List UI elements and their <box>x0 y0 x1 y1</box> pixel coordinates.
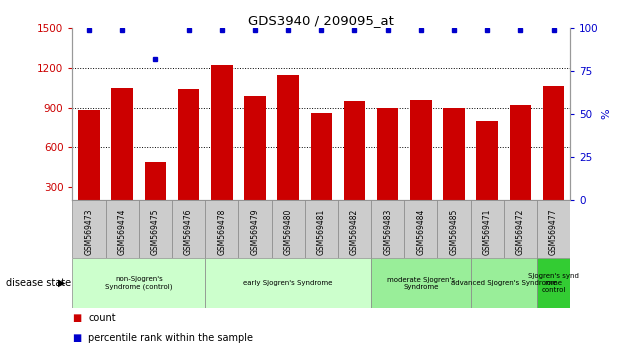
Text: early Sjogren's Syndrome: early Sjogren's Syndrome <box>243 280 333 286</box>
Text: advanced Sjogren's Syndrome: advanced Sjogren's Syndrome <box>451 280 557 286</box>
Bar <box>178 89 199 227</box>
Text: GSM569482: GSM569482 <box>350 209 359 255</box>
Text: GSM569485: GSM569485 <box>450 209 459 255</box>
Bar <box>377 108 398 227</box>
Text: GSM569472: GSM569472 <box>516 209 525 255</box>
Bar <box>471 200 504 258</box>
Bar <box>344 101 365 227</box>
Bar <box>404 200 437 258</box>
Bar <box>244 96 266 227</box>
Bar <box>277 75 299 227</box>
Text: GSM569477: GSM569477 <box>549 209 558 255</box>
Bar <box>543 86 564 227</box>
Text: GSM569484: GSM569484 <box>416 209 425 255</box>
Text: GSM569475: GSM569475 <box>151 209 160 255</box>
Bar <box>211 65 232 227</box>
Bar <box>537 258 570 308</box>
Text: non-Sjogren's
Syndrome (control): non-Sjogren's Syndrome (control) <box>105 276 173 290</box>
Text: GSM569480: GSM569480 <box>284 209 292 255</box>
Text: ■: ■ <box>72 333 82 343</box>
Text: count: count <box>88 313 116 323</box>
Text: GSM569478: GSM569478 <box>217 209 226 255</box>
Bar <box>205 200 238 258</box>
Bar <box>72 258 205 308</box>
Bar <box>145 162 166 227</box>
Bar <box>305 200 338 258</box>
Bar <box>371 200 404 258</box>
Bar <box>510 105 531 227</box>
Bar <box>537 200 570 258</box>
Title: GDS3940 / 209095_at: GDS3940 / 209095_at <box>248 14 394 27</box>
Text: GSM569474: GSM569474 <box>118 209 127 255</box>
Text: GSM569476: GSM569476 <box>184 209 193 255</box>
Text: GSM569473: GSM569473 <box>84 209 93 255</box>
Text: Sjogren's synd
rome
control: Sjogren's synd rome control <box>528 273 579 293</box>
Text: ■: ■ <box>72 313 82 323</box>
Text: GSM569481: GSM569481 <box>317 209 326 255</box>
Bar <box>311 113 332 227</box>
Bar <box>272 200 305 258</box>
Bar <box>437 200 471 258</box>
Bar <box>172 200 205 258</box>
Text: disease state: disease state <box>6 278 71 288</box>
Text: GSM569479: GSM569479 <box>251 209 260 255</box>
Bar <box>476 121 498 227</box>
Text: GSM569471: GSM569471 <box>483 209 491 255</box>
Bar <box>78 110 100 227</box>
Bar <box>410 99 432 227</box>
Text: moderate Sjogren's
Syndrome: moderate Sjogren's Syndrome <box>387 277 455 290</box>
Bar <box>444 108 465 227</box>
Bar <box>72 200 106 258</box>
Bar <box>371 258 471 308</box>
Text: ▶: ▶ <box>58 278 66 288</box>
Bar <box>338 200 371 258</box>
Bar <box>139 200 172 258</box>
Bar <box>106 200 139 258</box>
Bar <box>112 88 133 227</box>
Bar <box>205 258 371 308</box>
Text: percentile rank within the sample: percentile rank within the sample <box>88 333 253 343</box>
Bar <box>504 200 537 258</box>
Text: GSM569483: GSM569483 <box>383 209 392 255</box>
Bar <box>238 200 272 258</box>
Bar <box>471 258 537 308</box>
Y-axis label: %: % <box>602 109 612 120</box>
